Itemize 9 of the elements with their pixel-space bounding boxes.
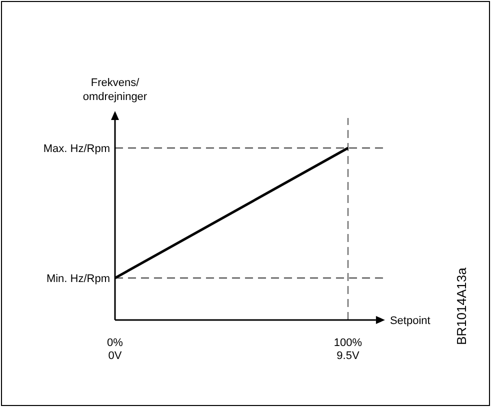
x-tick-label: 100% — [334, 337, 362, 349]
text: BR1014A13a — [454, 266, 469, 345]
x2-tick-label: 9.5V — [336, 350, 360, 362]
ref-line-label: Min. Hz/Rpm — [46, 273, 110, 286]
x-axis-title: Setpoint — [390, 315, 430, 327]
y-axis-title: Frekvens/ omdrejninger — [82, 77, 148, 103]
x-tick-label: 0% — [107, 337, 124, 349]
x2-tick-label: 0V — [108, 350, 122, 362]
ref-line-label: Max. Hz/Rpm — [43, 143, 110, 155]
